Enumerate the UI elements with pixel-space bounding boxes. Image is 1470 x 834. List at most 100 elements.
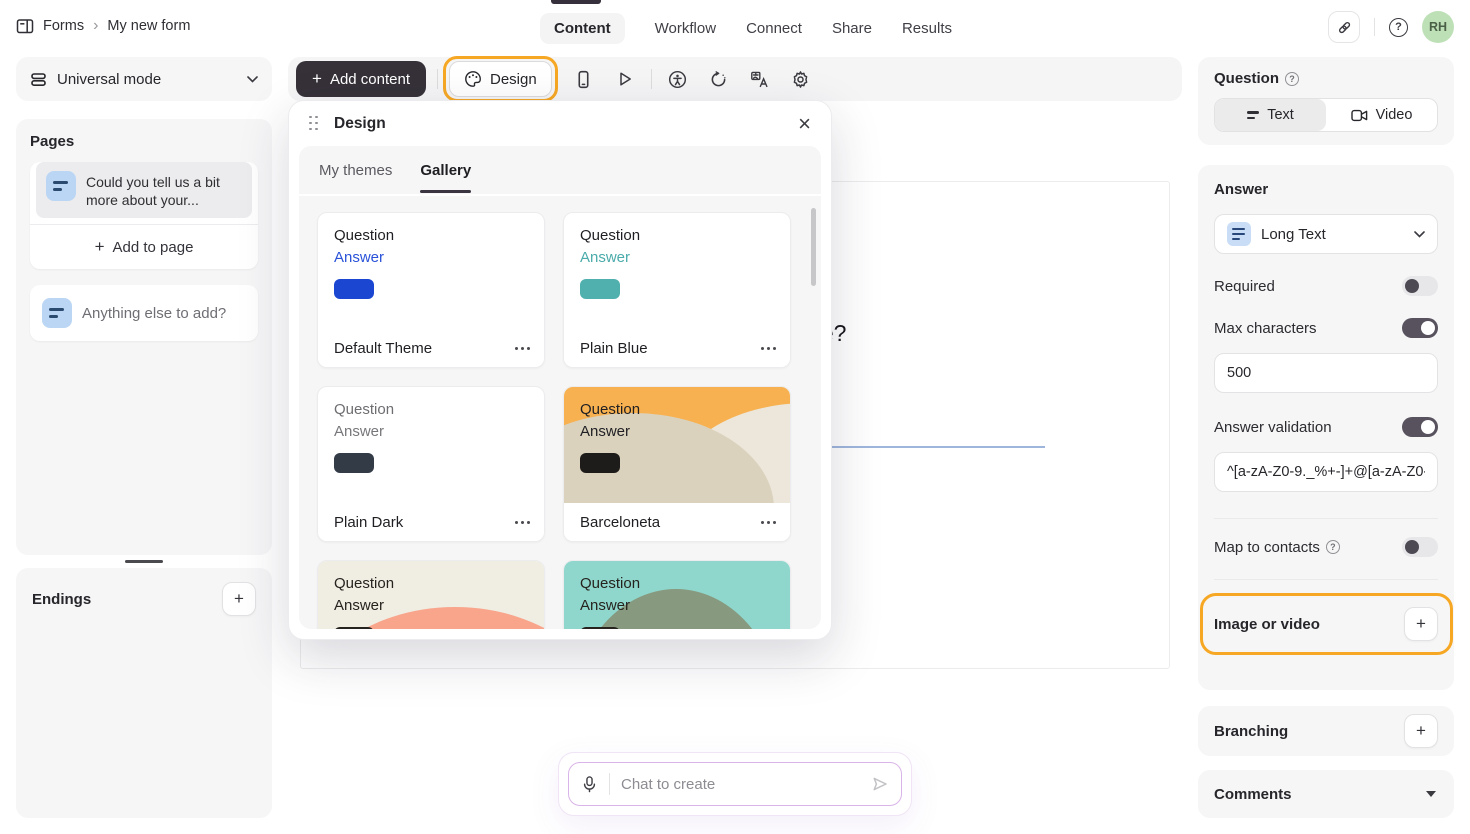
breadcrumb-app[interactable]: Forms — [43, 18, 85, 34]
preview-play-icon[interactable] — [610, 64, 640, 94]
tab-my-themes[interactable]: My themes — [319, 161, 393, 179]
palette-icon — [464, 70, 482, 88]
chat-input-container — [568, 762, 902, 806]
theme-name: Barceloneta — [580, 513, 661, 531]
endings-title: Endings — [32, 590, 92, 608]
add-ending-button[interactable]: + — [222, 582, 256, 616]
theme-question-label: Question — [334, 575, 395, 592]
send-icon[interactable] — [871, 775, 889, 793]
image-or-video-label: Image or video — [1214, 615, 1320, 633]
more-options-icon[interactable] — [515, 520, 530, 524]
active-tab-indicator — [420, 189, 472, 193]
drag-handle-icon[interactable] — [309, 115, 319, 132]
toggle-text-label: Text — [1267, 107, 1294, 123]
toggle-text[interactable]: Text — [1215, 99, 1326, 131]
design-button[interactable]: Design — [449, 61, 552, 97]
stack-icon — [30, 71, 47, 88]
tab-results[interactable]: Results — [901, 20, 952, 37]
theme-card-salmon[interactable]: Question Answer — [317, 560, 545, 629]
plus-icon: + — [1416, 721, 1426, 740]
recall-refresh-icon[interactable] — [704, 64, 734, 94]
design-modal-tabs: My themes Gallery — [299, 146, 821, 194]
theme-button-swatch — [334, 279, 374, 299]
branching-label: Branching — [1214, 722, 1289, 740]
max-characters-input[interactable] — [1214, 353, 1438, 393]
theme-card-teal[interactable]: Question Answer — [563, 560, 791, 629]
panel-resize-handle[interactable] — [125, 560, 163, 563]
pages-panel: Pages Could you tell us a bit more about… — [16, 119, 272, 555]
theme-button-swatch — [580, 453, 620, 473]
theme-card-barceloneta[interactable]: Question Answer Barceloneta — [563, 386, 791, 542]
theme-question-label: Question — [580, 227, 641, 244]
more-options-icon[interactable] — [761, 520, 776, 524]
tab-gallery[interactable]: Gallery — [420, 162, 472, 193]
theme-card-default[interactable]: Question Answer Default Theme — [317, 212, 545, 368]
settings-gear-icon[interactable] — [786, 64, 816, 94]
tab-workflow[interactable]: Workflow — [654, 20, 717, 37]
theme-card-plain-blue[interactable]: Question Answer Plain Blue — [563, 212, 791, 368]
mobile-preview-icon[interactable] — [569, 64, 599, 94]
translate-icon[interactable] — [745, 64, 775, 94]
chevron-down-icon — [1426, 791, 1436, 797]
short-text-icon — [42, 298, 72, 328]
page-item[interactable]: Anything else to add? — [30, 285, 258, 341]
toolbar-divider — [437, 69, 438, 89]
add-image-or-video-button[interactable]: + — [1404, 607, 1438, 641]
theme-card-plain-dark[interactable]: Question Answer Plain Dark — [317, 386, 545, 542]
more-options-icon[interactable] — [515, 346, 530, 350]
tab-share[interactable]: Share — [831, 20, 872, 37]
answer-validation-input[interactable] — [1214, 452, 1438, 492]
endings-panel: Endings + — [16, 568, 272, 818]
share-link-button[interactable] — [1328, 11, 1360, 43]
plus-icon: + — [1416, 614, 1426, 633]
theme-answer-label: Answer — [334, 249, 385, 266]
question-help-icon[interactable]: ? — [1285, 71, 1300, 86]
map-to-contacts-toggle[interactable] — [1402, 537, 1438, 557]
answer-validation-toggle[interactable] — [1402, 417, 1438, 437]
required-toggle[interactable] — [1402, 276, 1438, 296]
theme-art — [318, 561, 544, 629]
close-icon[interactable]: × — [798, 110, 811, 136]
avatar[interactable]: RH — [1422, 11, 1454, 43]
microphone-icon[interactable] — [581, 775, 598, 794]
breadcrumb-form-name[interactable]: My new form — [107, 18, 191, 34]
theme-button-swatch — [334, 453, 374, 473]
content-toolbar: + Add content Design — [288, 56, 1182, 102]
tab-connect[interactable]: Connect — [746, 20, 802, 37]
chat-input[interactable] — [621, 775, 860, 793]
help-icon[interactable]: ? — [1389, 17, 1408, 37]
video-camera-icon — [1350, 109, 1368, 122]
page-card-2: Anything else to add? — [30, 285, 258, 341]
theme-answer-label: Answer — [580, 597, 631, 614]
page-item-selected[interactable]: Could you tell us a bit more about your.… — [36, 162, 252, 218]
theme-art — [564, 561, 790, 629]
active-tab-top-indicator — [551, 0, 601, 4]
scrollbar-thumb[interactable] — [811, 208, 816, 286]
mode-label: Universal mode — [57, 70, 162, 88]
divider — [1214, 518, 1438, 519]
forms-icon[interactable] — [16, 17, 34, 35]
comments-panel[interactable]: Comments — [1198, 770, 1454, 818]
branching-panel: Branching + — [1198, 706, 1454, 756]
map-to-contacts-help-icon[interactable]: ? — [1325, 540, 1340, 554]
page-item-label: Could you tell us a bit more about your.… — [86, 174, 220, 208]
max-characters-toggle[interactable] — [1402, 318, 1438, 338]
plus-icon: + — [312, 69, 322, 88]
add-branching-button[interactable]: + — [1404, 714, 1438, 748]
comments-label: Comments — [1214, 785, 1292, 803]
tab-content[interactable]: Content — [540, 13, 625, 44]
add-content-button[interactable]: + Add content — [296, 61, 426, 97]
topbar-divider — [1374, 18, 1375, 36]
answer-type-dropdown[interactable]: Long Text — [1214, 214, 1438, 254]
toggle-video[interactable]: Video — [1326, 99, 1437, 131]
add-to-page-button[interactable]: + Add to page — [30, 225, 258, 269]
mode-selector[interactable]: Universal mode — [16, 57, 272, 101]
accessibility-icon[interactable] — [663, 64, 693, 94]
long-text-icon — [1227, 222, 1251, 246]
theme-question-label: Question — [580, 575, 641, 592]
max-characters-label: Max characters — [1214, 319, 1317, 337]
top-bar: Forms › My new form Content Workflow Con… — [0, 0, 1470, 54]
add-to-page-label: Add to page — [112, 238, 194, 256]
more-options-icon[interactable] — [761, 346, 776, 350]
